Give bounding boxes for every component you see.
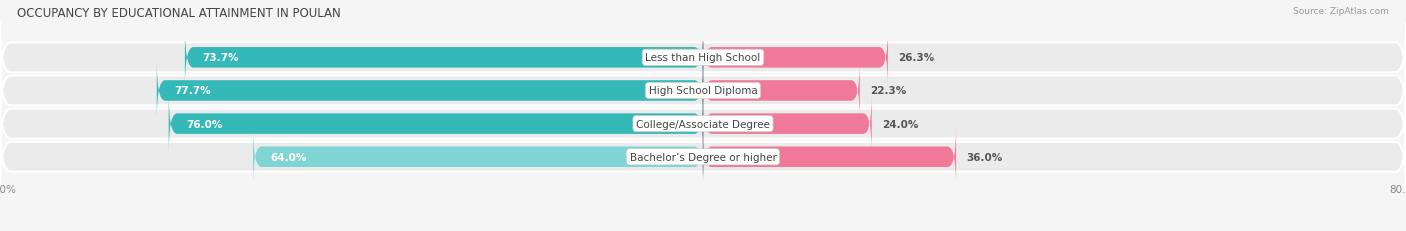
FancyBboxPatch shape: [253, 128, 703, 186]
FancyBboxPatch shape: [0, 23, 1406, 93]
Text: College/Associate Degree: College/Associate Degree: [636, 119, 770, 129]
FancyBboxPatch shape: [157, 62, 703, 120]
FancyBboxPatch shape: [703, 128, 956, 186]
Text: 64.0%: 64.0%: [270, 152, 307, 162]
Text: Bachelor’s Degree or higher: Bachelor’s Degree or higher: [630, 152, 776, 162]
FancyBboxPatch shape: [186, 29, 703, 88]
Text: High School Diploma: High School Diploma: [648, 86, 758, 96]
Text: Less than High School: Less than High School: [645, 53, 761, 63]
FancyBboxPatch shape: [169, 95, 703, 153]
FancyBboxPatch shape: [703, 95, 872, 153]
Text: 77.7%: 77.7%: [174, 86, 211, 96]
Text: 73.7%: 73.7%: [202, 53, 239, 63]
Text: 22.3%: 22.3%: [870, 86, 907, 96]
Text: 26.3%: 26.3%: [898, 53, 935, 63]
Text: 76.0%: 76.0%: [186, 119, 222, 129]
Text: 36.0%: 36.0%: [967, 152, 1002, 162]
Text: Source: ZipAtlas.com: Source: ZipAtlas.com: [1294, 7, 1389, 16]
FancyBboxPatch shape: [0, 122, 1406, 192]
Text: 24.0%: 24.0%: [883, 119, 918, 129]
FancyBboxPatch shape: [0, 89, 1406, 159]
FancyBboxPatch shape: [703, 29, 889, 88]
FancyBboxPatch shape: [0, 56, 1406, 126]
FancyBboxPatch shape: [703, 62, 860, 120]
Text: OCCUPANCY BY EDUCATIONAL ATTAINMENT IN POULAN: OCCUPANCY BY EDUCATIONAL ATTAINMENT IN P…: [17, 7, 340, 20]
